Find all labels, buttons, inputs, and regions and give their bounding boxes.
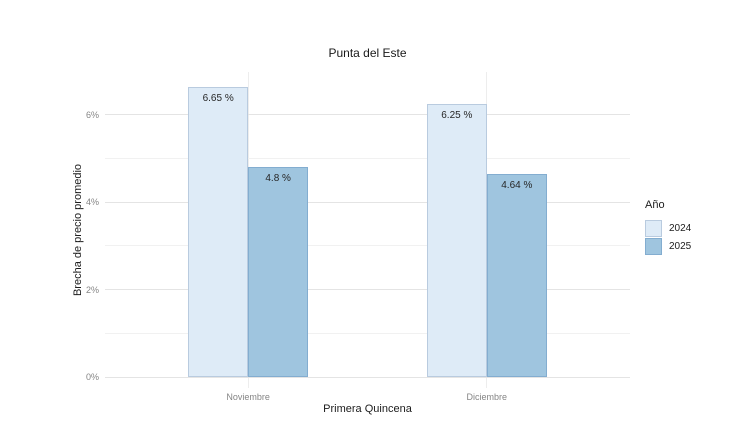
legend-label-2025: 2025	[669, 240, 692, 252]
major-gridline	[105, 201, 630, 203]
major-gridline	[105, 114, 630, 116]
y-tick-label: 4%	[85, 197, 99, 208]
bar-value-label: 4.8 %	[265, 173, 291, 185]
bar-value-label: 6.25 %	[441, 110, 473, 122]
minor-gridline	[105, 158, 630, 160]
legend-item-2024: 2024	[645, 219, 691, 237]
x-tick-label-noviembre: Noviembre	[226, 392, 270, 402]
bar-value-label: 4.64 %	[501, 180, 533, 192]
major-gridline	[105, 289, 630, 291]
y-tick-label: 6%	[85, 109, 99, 120]
minor-gridline	[105, 245, 630, 247]
legend-label-2024: 2024	[669, 222, 692, 234]
bar-noviembre-2024	[188, 86, 249, 377]
y-tick-label: 2%	[85, 284, 99, 295]
minor-gridline	[105, 332, 630, 334]
legend: Año 2024 2025	[645, 199, 691, 255]
legend-item-2025: 2025	[645, 237, 691, 255]
bar-diciembre-2024	[426, 104, 487, 377]
legend-swatch-2024	[645, 219, 662, 237]
major-gridline	[105, 376, 630, 378]
x-axis-title: Primera Quincena	[323, 403, 412, 415]
legend-title: Año	[645, 199, 665, 211]
x-tick-label-diciembre: Diciembre	[466, 392, 508, 402]
y-tick-label: 0%	[85, 372, 99, 382]
bar-noviembre-2025	[248, 167, 309, 377]
legend-items: 2024 2025	[645, 219, 691, 255]
legend-swatch-2025	[645, 237, 662, 255]
bar-value-label: 6.65 %	[202, 92, 234, 104]
y-axis-title: Brecha de precio promedio	[72, 163, 84, 297]
bar-diciembre-2025	[486, 174, 547, 377]
chart-title: Punta del Este	[328, 46, 407, 60]
